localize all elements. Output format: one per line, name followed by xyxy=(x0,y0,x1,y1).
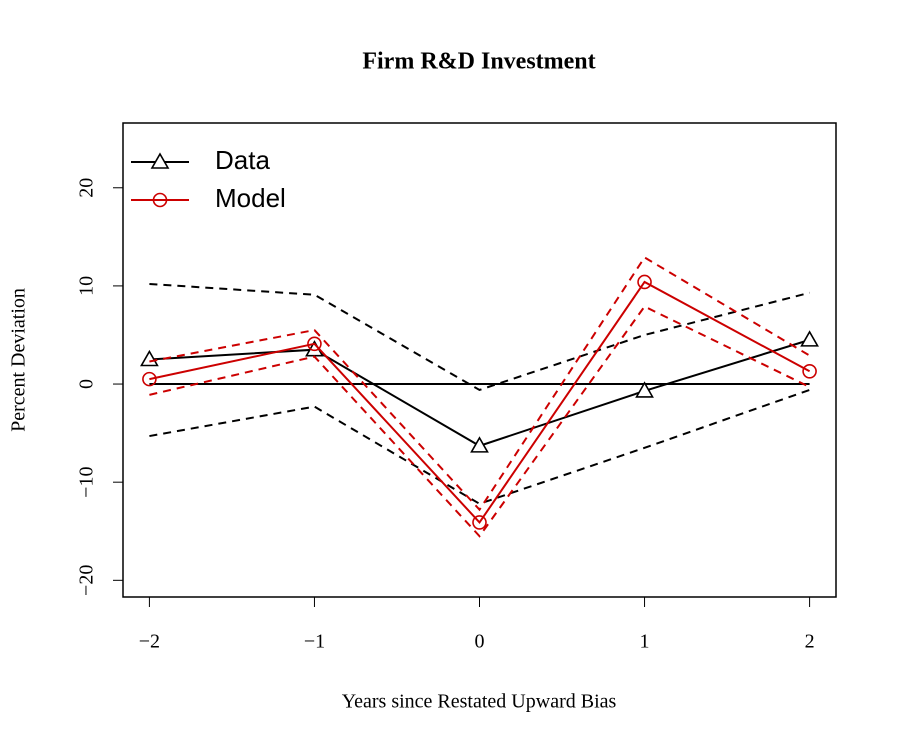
y-tick-label: 0 xyxy=(76,379,98,389)
legend-label: Model xyxy=(215,183,286,213)
y-tick-label: 10 xyxy=(76,276,98,296)
x-tick-label: 2 xyxy=(805,631,815,653)
x-axis-label: Years since Restated Upward Bias xyxy=(342,691,617,713)
marker xyxy=(152,192,168,208)
x-tick-label: 1 xyxy=(640,631,650,653)
x-tick-label: 0 xyxy=(475,631,485,653)
lower-band xyxy=(149,305,811,538)
upper-band xyxy=(149,282,810,392)
marker xyxy=(800,330,819,347)
series-line xyxy=(149,280,811,525)
y-tick-label: 20 xyxy=(76,178,98,198)
marker xyxy=(140,349,159,367)
marker xyxy=(470,436,489,453)
marker xyxy=(802,363,817,379)
series-line xyxy=(149,338,810,447)
upper-band xyxy=(149,256,811,512)
marker xyxy=(150,152,170,169)
legend-label: Data xyxy=(215,145,270,175)
x-tick-label: −2 xyxy=(139,631,160,653)
marker xyxy=(635,381,654,398)
chart-title: Firm R&D Investment xyxy=(362,49,595,75)
marker xyxy=(472,515,487,530)
y-axis-label: Percent Deviation xyxy=(8,288,30,432)
marker xyxy=(142,371,157,387)
marker xyxy=(307,336,322,352)
marker xyxy=(637,274,652,290)
y-tick-label: −20 xyxy=(76,565,98,596)
y-tick-label: −10 xyxy=(76,467,98,498)
x-tick-label: −1 xyxy=(304,631,325,653)
lower-band xyxy=(149,388,810,505)
